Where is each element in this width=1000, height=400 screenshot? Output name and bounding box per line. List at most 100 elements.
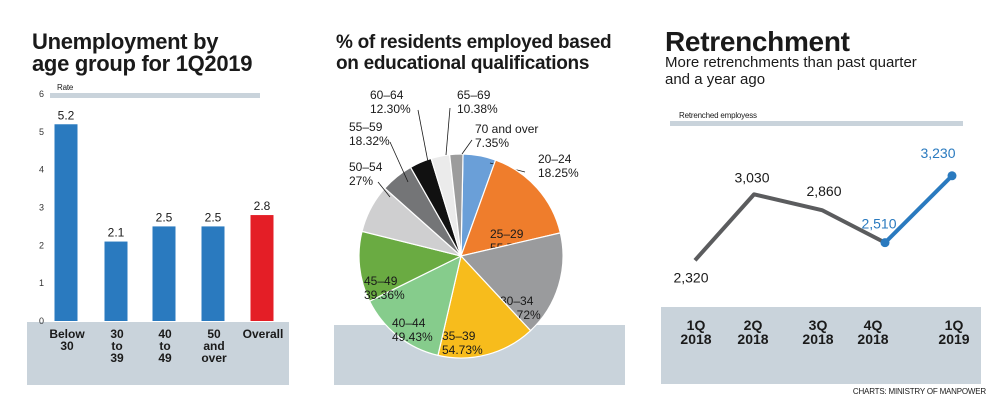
pie-leader-line xyxy=(417,109,429,163)
x-category-label: 50 xyxy=(207,327,221,341)
retrenchment-subtitle: More retrenchments than past quarter and… xyxy=(665,54,917,88)
subtitle-line: and a year ago xyxy=(665,71,766,88)
bar xyxy=(152,226,176,321)
pie-slice xyxy=(448,153,464,257)
line-chart-svg: 2,3203,0302,8602,5103,2301Q20182Q20183Q2… xyxy=(673,145,969,347)
unemployment-chart-title: Unemployment by age group for 1Q2019 xyxy=(32,31,252,75)
x-category-label: and xyxy=(203,339,224,353)
pie-slice-label: 55–59 xyxy=(349,120,383,134)
pie-slice-label: 50–54 xyxy=(349,160,383,174)
title-line: % of residents employed based xyxy=(336,32,612,53)
x-category-label: 40 xyxy=(158,327,172,341)
line-series-past xyxy=(693,192,886,262)
pie-slice-value-label: 39.36% xyxy=(364,288,405,302)
x-category-label: 2018 xyxy=(680,331,711,347)
pie-slice-label: 25–29 xyxy=(490,227,524,241)
title-line: age group for 1Q2019 xyxy=(32,51,253,76)
x-category-label: over xyxy=(201,351,227,365)
pie-chart-title: % of residents employed based on educati… xyxy=(336,32,612,74)
x-category-label: 30 xyxy=(60,339,74,353)
line-value-label: 2,320 xyxy=(673,269,708,285)
y-axis-header-rule xyxy=(50,93,260,98)
pie-slice-value-label: 18.25% xyxy=(538,166,579,180)
x-category-label: Overall xyxy=(243,327,284,341)
bar xyxy=(104,241,128,321)
bar-value-label: 2.1 xyxy=(108,226,125,240)
bar xyxy=(201,226,225,321)
unemployment-chart-panel: Unemployment by age group for 1Q2019 Rat… xyxy=(0,0,300,400)
pie-leader-line xyxy=(445,107,451,156)
bar-value-label: 5.2 xyxy=(58,108,75,122)
pie-chart-svg: 20–2418.25%25–2955.75%30–3458.72%35–3954… xyxy=(349,88,579,359)
pie-slice-value-label: 18.32% xyxy=(349,134,390,148)
pie-slice-value-label: 27% xyxy=(349,174,373,188)
pie-slice-value-label: 54.73% xyxy=(442,343,483,357)
line-y-label: Retrenched employess xyxy=(679,111,757,120)
pie-slice-label: 70 and over xyxy=(475,122,538,136)
y-tick-label: 6 xyxy=(39,89,44,99)
bar xyxy=(54,124,78,322)
y-tick-label: 0 xyxy=(39,316,44,326)
retrenchment-chart-panel: Retrenchment More retrenchments than pas… xyxy=(655,0,1000,400)
bar-value-label: 2.5 xyxy=(156,210,173,224)
bar-value-label: 2.5 xyxy=(205,210,222,224)
pie-slice-value-label: 10.38% xyxy=(457,102,498,116)
pie-slice-label: 40–44 xyxy=(392,316,426,330)
x-category-label: 39 xyxy=(110,351,124,365)
line-value-label: 2,860 xyxy=(806,183,841,199)
pie-slice-label: 20–24 xyxy=(538,152,572,166)
subtitle-line: More retrenchments than past quarter xyxy=(665,54,917,71)
y-tick-label: 5 xyxy=(39,127,44,137)
line-x-axis-band xyxy=(661,307,981,384)
x-category-label: Below xyxy=(49,327,85,341)
pie-slice xyxy=(460,159,562,257)
pie-slice xyxy=(358,230,463,303)
source-credit: CHARTS: MINISTRY OF MANPOWER xyxy=(852,387,986,396)
y-tick-label: 2 xyxy=(39,240,44,250)
x-category-label: 2019 xyxy=(938,331,969,347)
x-category-label: 49 xyxy=(158,351,172,365)
pie-leader-line xyxy=(461,139,473,155)
x-category-label: 2018 xyxy=(857,331,888,347)
y-axis-label: Rate xyxy=(57,83,74,92)
bar xyxy=(250,215,274,321)
pie-slice xyxy=(437,254,532,359)
x-category-label: 2Q xyxy=(744,317,763,333)
pie-slice xyxy=(368,254,462,357)
pie-slice xyxy=(459,232,564,332)
x-category-label: to xyxy=(159,339,170,353)
line-value-label: 3,230 xyxy=(920,145,955,161)
line-point xyxy=(947,171,957,181)
title-line: Unemployment by xyxy=(32,29,219,54)
x-category-label: to xyxy=(111,339,122,353)
pie-slice-label: 35–39 xyxy=(442,329,476,343)
line-point xyxy=(880,238,890,248)
x-axis-band xyxy=(27,322,289,385)
retrenchment-title: Retrenchment xyxy=(665,26,850,57)
bar-chart-svg: 01234565.2Below302.130to392.540to492.550… xyxy=(39,89,284,365)
y-tick-label: 3 xyxy=(39,203,44,213)
x-category-label: 2018 xyxy=(737,331,768,347)
y-tick-label: 4 xyxy=(39,165,44,175)
pie-slice-value-label: 7.35% xyxy=(475,136,509,150)
x-category-label: 2018 xyxy=(802,331,833,347)
line-header-rule xyxy=(670,121,963,126)
pie-slice-label: 45–49 xyxy=(364,274,398,288)
x-category-label: 4Q xyxy=(864,317,883,333)
education-pie-panel: % of residents employed based on educati… xyxy=(330,0,630,400)
pie-leader-line xyxy=(377,181,391,198)
pie-slice-label: 60–64 xyxy=(370,88,404,102)
x-category-label: 1Q xyxy=(945,317,964,333)
x-category-label: 1Q xyxy=(687,317,706,333)
bar-value-label: 2.8 xyxy=(254,199,271,213)
pie-slice-label: 65–69 xyxy=(457,88,491,102)
line-value-label: 3,030 xyxy=(734,169,769,185)
y-tick-label: 1 xyxy=(39,278,44,288)
title-line: on educational qualifications xyxy=(336,53,590,74)
pie-leader-line xyxy=(389,141,409,183)
line-series-recent xyxy=(883,174,954,245)
x-category-label: 30 xyxy=(110,327,124,341)
pie-slice-value-label: 12.30% xyxy=(370,102,411,116)
line-value-label: 2,510 xyxy=(861,216,896,232)
pie-slice-value-label: 49.43% xyxy=(392,330,433,344)
